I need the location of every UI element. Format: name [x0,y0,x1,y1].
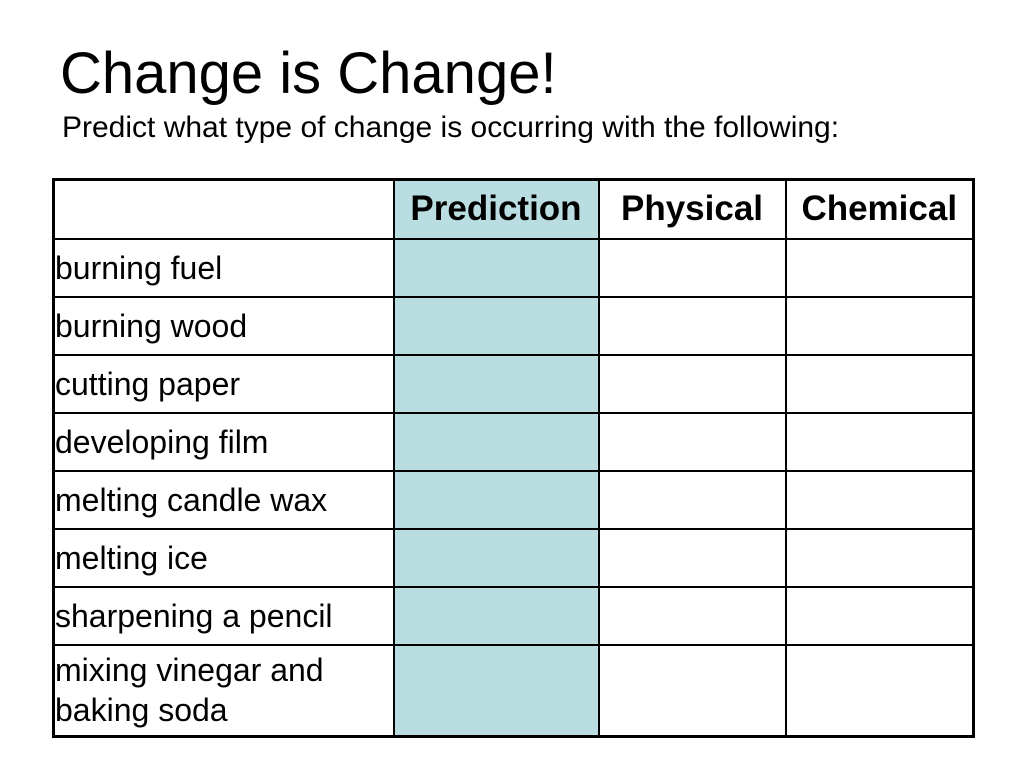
physical-cell [597,643,787,738]
chemical-cell [784,237,975,298]
physical-cell [597,585,787,646]
header-cell-blank [52,178,395,240]
chemical-cell [784,643,975,738]
physical-cell [597,353,787,414]
physical-cell [597,411,787,472]
table-row-sharpening-a-pencil: sharpening a pencil [52,585,975,646]
prediction-cell [392,527,600,588]
change-table: Prediction Physical Chemical burning fue… [52,178,975,738]
row-label: burning fuel [52,237,395,298]
table-row-melting-candle-wax: melting candle wax [52,469,975,530]
table-row-cutting-paper: cutting paper [52,353,975,414]
table-row-burning-wood: burning wood [52,295,975,356]
header-row: Prediction Physical Chemical [52,178,975,240]
header-cell-prediction: Prediction [392,178,600,240]
row-label: burning wood [52,295,395,356]
physical-cell [597,237,787,298]
slide-subtitle: Predict what type of change is occurring… [62,111,840,144]
row-label: melting candle wax [52,469,395,530]
header-cell-chemical: Chemical [784,178,975,240]
physical-cell [597,469,787,530]
chemical-cell [784,469,975,530]
row-label: sharpening a pencil [52,585,395,646]
row-label: developing film [52,411,395,472]
chemical-cell [784,295,975,356]
slide-title: Change is Change! [60,41,557,106]
physical-cell [597,527,787,588]
prediction-cell [392,295,600,356]
row-label: mixing vinegar and baking soda [52,643,395,738]
chemical-cell [784,585,975,646]
prediction-cell [392,237,600,298]
table-row-melting-ice: melting ice [52,527,975,588]
chemical-cell [784,353,975,414]
prediction-cell [392,585,600,646]
prediction-cell [392,469,600,530]
table-row-developing-film: developing film [52,411,975,472]
prediction-cell [392,411,600,472]
header-cell-physical: Physical [597,178,787,240]
table-row-burning-fuel: burning fuel [52,237,975,298]
chemical-cell [784,411,975,472]
row-label: cutting paper [52,353,395,414]
prediction-cell [392,353,600,414]
table-row-mixing-vinegar-and-baking-soda: mixing vinegar and baking soda [52,643,975,738]
row-label: melting ice [52,527,395,588]
physical-cell [597,295,787,356]
chemical-cell [784,527,975,588]
prediction-cell [392,643,600,738]
